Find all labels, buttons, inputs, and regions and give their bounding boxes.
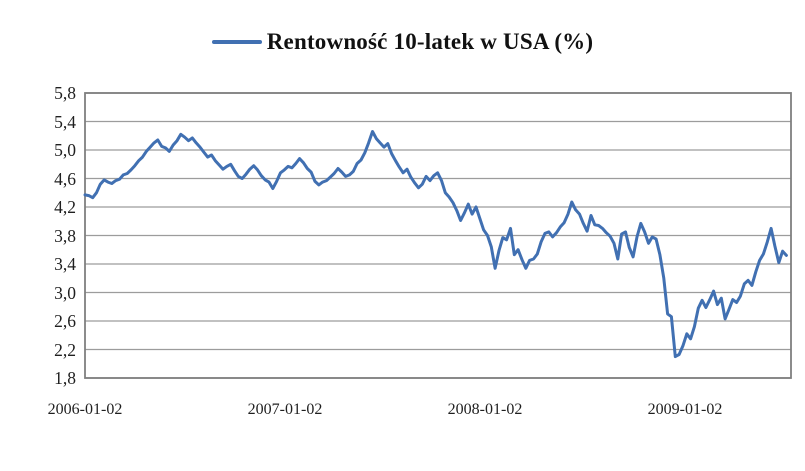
x-axis-tick-label: 2007-01-02: [247, 401, 323, 418]
yield-line-series: [83, 130, 788, 359]
legend-label: Rentowność 10-latek w USA (%): [266, 29, 594, 54]
x-axis-tick-label: 2006-01-02: [47, 401, 123, 418]
y-axis-tick-label: 5,4: [54, 111, 76, 132]
y-axis-tick-label: 2,6: [54, 311, 76, 331]
y-axis-tick-label: 3,4: [54, 254, 76, 274]
y-axis-tick-label: 3,8: [54, 225, 76, 246]
y-axis-tick-label: 4,6: [54, 168, 76, 189]
x-axis-tick-label: 2008-01-02: [447, 401, 523, 418]
plot-frame: [84, 92, 792, 379]
y-axis-tick-label: 2,2: [54, 339, 76, 360]
legend-line-icon: [211, 39, 262, 45]
y-axis-tick-label: 5,8: [54, 83, 76, 103]
y-axis-tick-label: 4,2: [54, 197, 76, 217]
y-axis-tick-label: 1,8: [54, 368, 76, 388]
y-axis-tick-label: 5,0: [54, 140, 76, 160]
y-axis-tick-label: 3,0: [54, 282, 76, 303]
chart-legend: Rentowność 10-latek w USA (%): [0, 26, 805, 58]
x-axis-tick-label: 2009-01-02: [647, 401, 723, 418]
